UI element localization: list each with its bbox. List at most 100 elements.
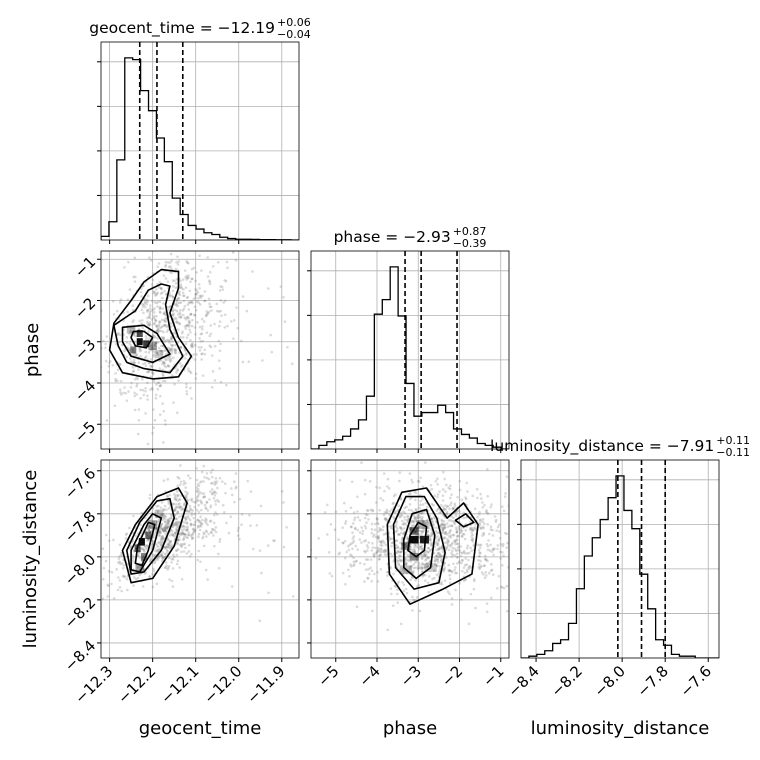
scatter-point (178, 322, 181, 325)
scatter-point (161, 536, 165, 540)
scatter-point (282, 501, 285, 504)
title-phase: phase = −2.93 (334, 228, 451, 246)
scatter-point (454, 526, 458, 530)
scatter-point (384, 550, 387, 554)
scatter-point (154, 319, 158, 323)
scatter-point (442, 526, 446, 529)
scatter-point (195, 508, 199, 512)
scatter-point (166, 519, 169, 522)
scatter-point (167, 355, 171, 359)
density-cell (419, 535, 429, 544)
scatter-point (373, 528, 377, 532)
scatter-point (437, 538, 440, 542)
scatter-point (411, 481, 414, 484)
scatter-point (150, 345, 154, 349)
scatter-point (192, 297, 196, 301)
scatter-point (183, 533, 187, 536)
scatter-point (163, 552, 167, 556)
scatter-point (161, 368, 165, 372)
scatter-point (490, 562, 493, 566)
scatter-point (159, 349, 162, 353)
scatter-point (193, 505, 196, 509)
scatter-point (503, 531, 507, 535)
scatter-point (523, 509, 526, 512)
scatter-point (465, 568, 469, 572)
scatter-point (396, 527, 399, 530)
scatter-point (447, 563, 451, 567)
scatter-point (402, 583, 406, 587)
scatter-point (416, 479, 420, 483)
scatter-point (143, 550, 146, 554)
scatter-point (206, 509, 210, 512)
scatter-point (178, 498, 182, 501)
scatter-point (231, 251, 235, 254)
scatter-point (156, 550, 159, 553)
scatter-point (186, 525, 190, 528)
scatter-point (155, 544, 159, 547)
scatter-point (170, 267, 173, 271)
scatter-point (462, 549, 466, 553)
scatter-point (458, 561, 461, 564)
scatter-point (377, 557, 381, 561)
scatter-point (478, 555, 481, 558)
scatter-point (482, 533, 486, 536)
scatter-point (408, 503, 412, 506)
scatter-point (477, 549, 481, 552)
scatter-point (174, 316, 177, 320)
scatter-point (381, 498, 385, 502)
scatter-point (505, 532, 509, 536)
scatter-point (144, 571, 148, 574)
scatter-point (430, 517, 434, 521)
scatter-point (193, 512, 197, 516)
scatter-point (165, 524, 168, 527)
scatter-point (180, 578, 184, 581)
scatter-point (158, 367, 162, 370)
scatter-point (168, 546, 172, 550)
scatter-point (156, 545, 160, 549)
y-axis-label-luminosity_distance: luminosity_distance (20, 470, 41, 649)
scatter-point (173, 308, 177, 312)
scatter-point (452, 516, 455, 520)
scatter-point (401, 581, 404, 584)
scatter-point (166, 526, 169, 529)
scatter-point (381, 544, 384, 547)
scatter-point (152, 553, 155, 557)
scatter-point (205, 314, 208, 318)
scatter-point (176, 541, 179, 545)
scatter-point (436, 560, 440, 564)
scatter-point (147, 315, 151, 319)
scatter-point (379, 553, 382, 557)
scatter-point (184, 546, 187, 550)
scatter-point (209, 332, 213, 336)
scatter-point (459, 554, 463, 558)
scatter-point (182, 299, 186, 303)
scatter-point (177, 521, 181, 525)
scatter-point (478, 543, 481, 547)
scatter-point (155, 324, 159, 328)
scatter-point (199, 524, 203, 528)
scatter-point (175, 411, 179, 415)
scatter-point (175, 309, 179, 313)
scatter-point (162, 530, 166, 533)
scatter-point (176, 298, 179, 301)
scatter-point (142, 567, 146, 571)
scatter-point (399, 498, 403, 501)
scatter-point (205, 310, 209, 313)
scatter-point (388, 513, 391, 516)
scatter-point (477, 512, 481, 516)
scatter-point (179, 480, 183, 484)
scatter-point (197, 492, 201, 496)
scatter-point (371, 546, 375, 549)
scatter-point (471, 494, 475, 498)
scatter-point (163, 566, 167, 569)
scatter-point (446, 541, 450, 544)
scatter-point (248, 513, 251, 517)
scatter-point (429, 544, 433, 547)
scatter-point (136, 576, 140, 580)
scatter-point (162, 514, 166, 518)
density-cell (145, 531, 152, 540)
scatter-point (134, 577, 138, 581)
scatter-point (175, 528, 178, 532)
scatter-point (249, 524, 252, 527)
scatter-point (218, 289, 222, 292)
